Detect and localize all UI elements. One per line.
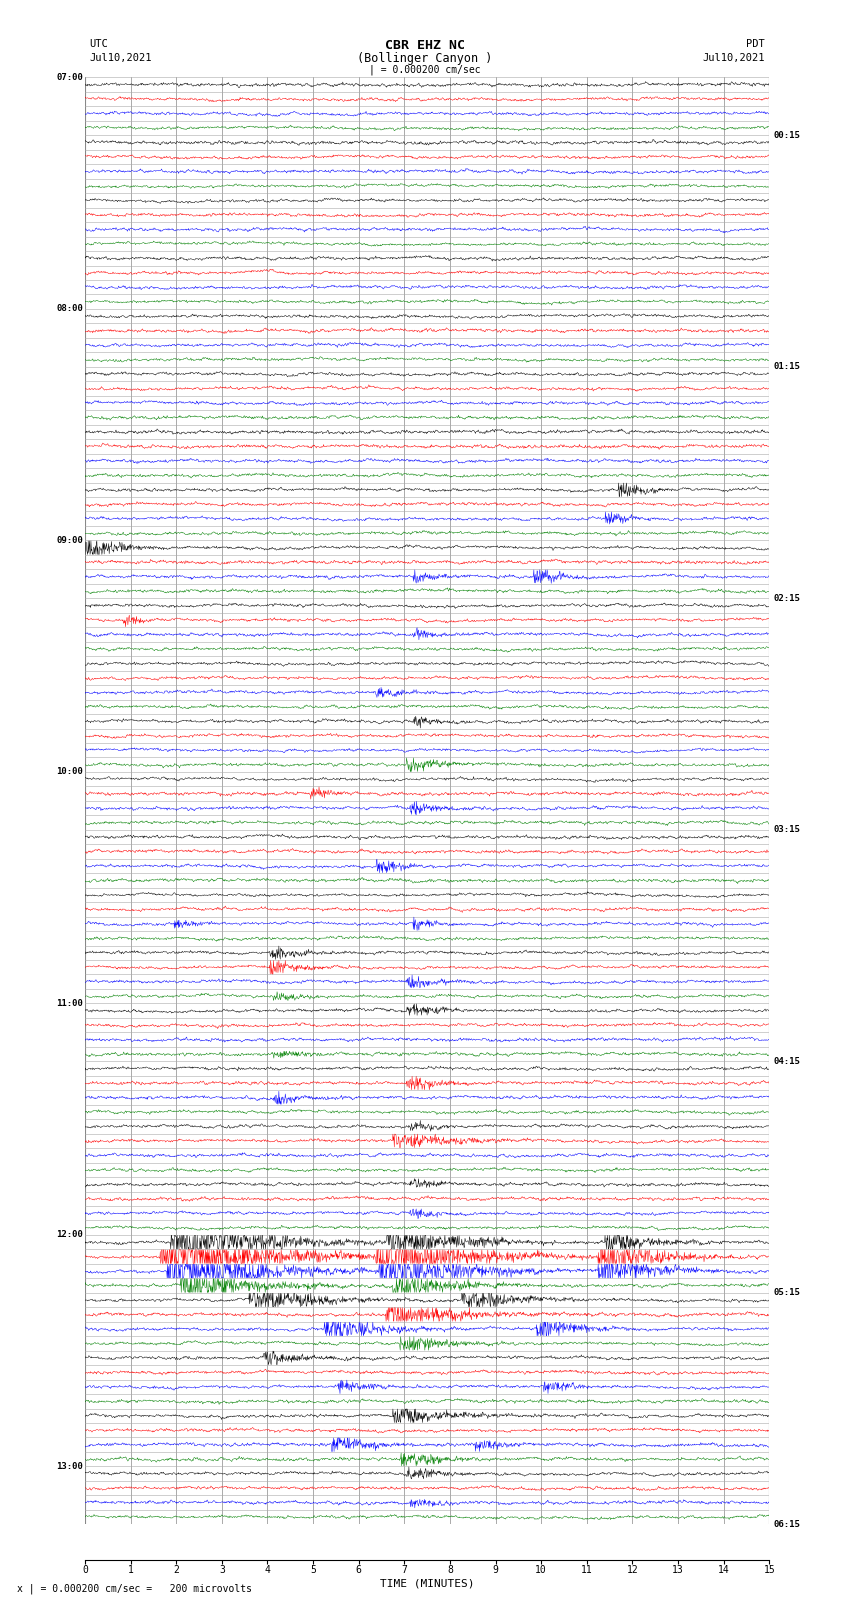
Text: Jul10,2021: Jul10,2021 (702, 53, 765, 63)
Text: UTC: UTC (89, 39, 108, 48)
Text: Jul10,2021: Jul10,2021 (89, 53, 152, 63)
Text: 03:15: 03:15 (774, 826, 800, 834)
Text: x | = 0.000200 cm/sec =   200 microvolts: x | = 0.000200 cm/sec = 200 microvolts (17, 1582, 252, 1594)
Text: PDT: PDT (746, 39, 765, 48)
Text: | = 0.000200 cm/sec: | = 0.000200 cm/sec (369, 65, 481, 76)
Text: CBR EHZ NC: CBR EHZ NC (385, 39, 465, 52)
Text: 07:00: 07:00 (56, 73, 83, 82)
Text: 02:15: 02:15 (774, 594, 800, 603)
Text: 05:15: 05:15 (774, 1289, 800, 1297)
Text: 13:00: 13:00 (56, 1461, 83, 1471)
Text: 09:00: 09:00 (56, 536, 83, 545)
Text: 01:15: 01:15 (774, 363, 800, 371)
Text: (Bollinger Canyon ): (Bollinger Canyon ) (357, 52, 493, 65)
Text: 04:15: 04:15 (774, 1057, 800, 1066)
X-axis label: TIME (MINUTES): TIME (MINUTES) (380, 1578, 474, 1589)
Text: 08:00: 08:00 (56, 305, 83, 313)
Text: 11:00: 11:00 (56, 998, 83, 1008)
Text: 10:00: 10:00 (56, 768, 83, 776)
Text: 12:00: 12:00 (56, 1231, 83, 1239)
Text: 06:15: 06:15 (774, 1519, 800, 1529)
Text: 00:15: 00:15 (774, 131, 800, 140)
